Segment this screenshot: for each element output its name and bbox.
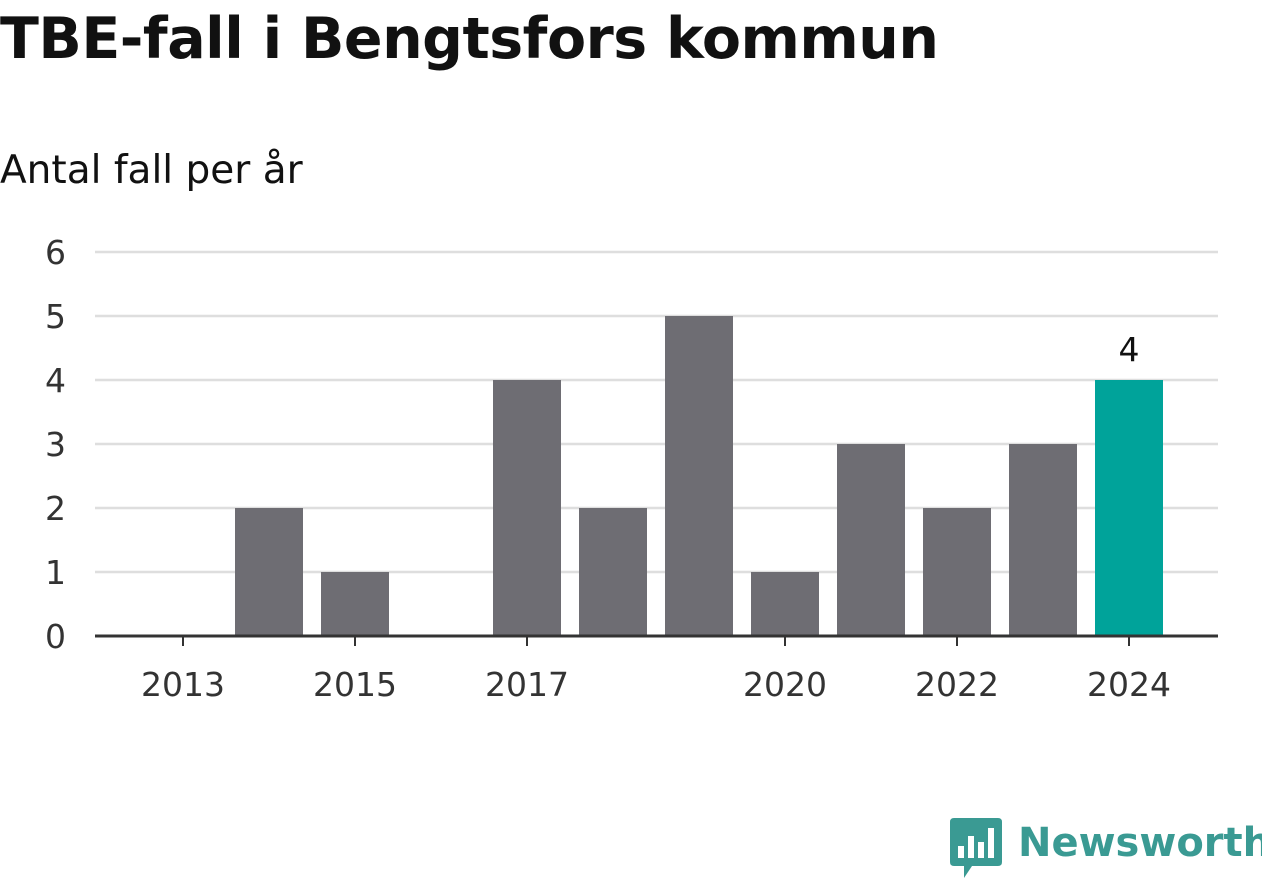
x-tick-label: 2017	[485, 665, 569, 704]
y-tick-label: 1	[45, 553, 66, 592]
bar	[579, 508, 647, 636]
bar	[923, 508, 991, 636]
bar	[1009, 444, 1077, 636]
y-tick-label: 3	[45, 425, 66, 464]
bar	[235, 508, 303, 636]
y-tick-label: 6	[45, 233, 66, 272]
bar	[665, 316, 733, 636]
y-tick-label: 2	[45, 489, 66, 528]
bar	[1095, 380, 1163, 636]
bar	[493, 380, 561, 636]
bar	[321, 572, 389, 636]
chart-title: TBE-fall i Bengtsfors kommun	[0, 6, 939, 72]
x-tick-label: 2024	[1087, 665, 1171, 704]
data-label: 4	[1119, 330, 1140, 369]
x-tick-label: 2020	[743, 665, 827, 704]
chart-subtitle: Antal fall per år	[0, 148, 303, 193]
y-tick-label: 0	[45, 617, 66, 656]
bar	[751, 572, 819, 636]
x-tick-label: 2015	[313, 665, 397, 704]
x-tick-label: 2022	[915, 665, 999, 704]
x-tick-label: 2013	[141, 665, 225, 704]
y-tick-label: 4	[45, 361, 66, 400]
brand-name: Newsworthy	[1018, 820, 1262, 866]
bar	[837, 444, 905, 636]
newsworthy-logo: Newsworthy	[950, 818, 1262, 880]
y-tick-label: 5	[45, 297, 66, 336]
newsworthy-logo-icon	[950, 818, 1002, 878]
